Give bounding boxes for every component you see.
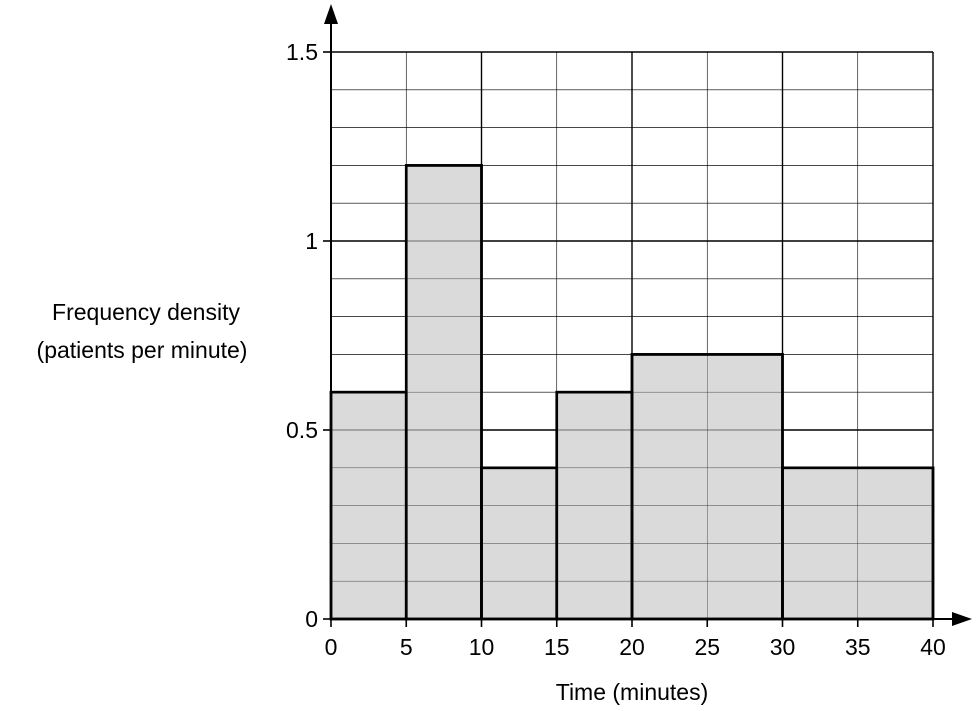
x-tick-label: 25	[694, 634, 720, 660]
y-tick-label: 0.5	[286, 417, 318, 443]
y-axis-title-line2: (patients per minute)	[37, 337, 248, 363]
tick-labels: 0 5 10 15 20 25 30 35 40 0 0.5 1 1.5	[286, 39, 946, 660]
x-tick-label: 30	[770, 634, 796, 660]
x-tick-label: 10	[469, 634, 495, 660]
y-axis-title-line1: Frequency density	[52, 299, 240, 325]
y-tick-label: 1.5	[286, 39, 318, 65]
x-axis-arrow-icon	[952, 612, 972, 626]
axes	[324, 4, 972, 626]
y-tick-label: 1	[305, 228, 318, 254]
y-tick-label: 0	[305, 606, 318, 632]
x-tick-label: 0	[325, 634, 338, 660]
y-axis-arrow-icon	[324, 4, 338, 24]
x-tick-label: 40	[920, 634, 946, 660]
x-axis-title: Time (minutes)	[556, 679, 709, 705]
histogram-bars	[329, 51, 935, 621]
x-tick-label: 5	[400, 634, 413, 660]
x-tick-label: 20	[619, 634, 645, 660]
tick-marks	[323, 51, 934, 627]
x-tick-label: 35	[845, 634, 871, 660]
x-tick-label: 15	[544, 634, 570, 660]
